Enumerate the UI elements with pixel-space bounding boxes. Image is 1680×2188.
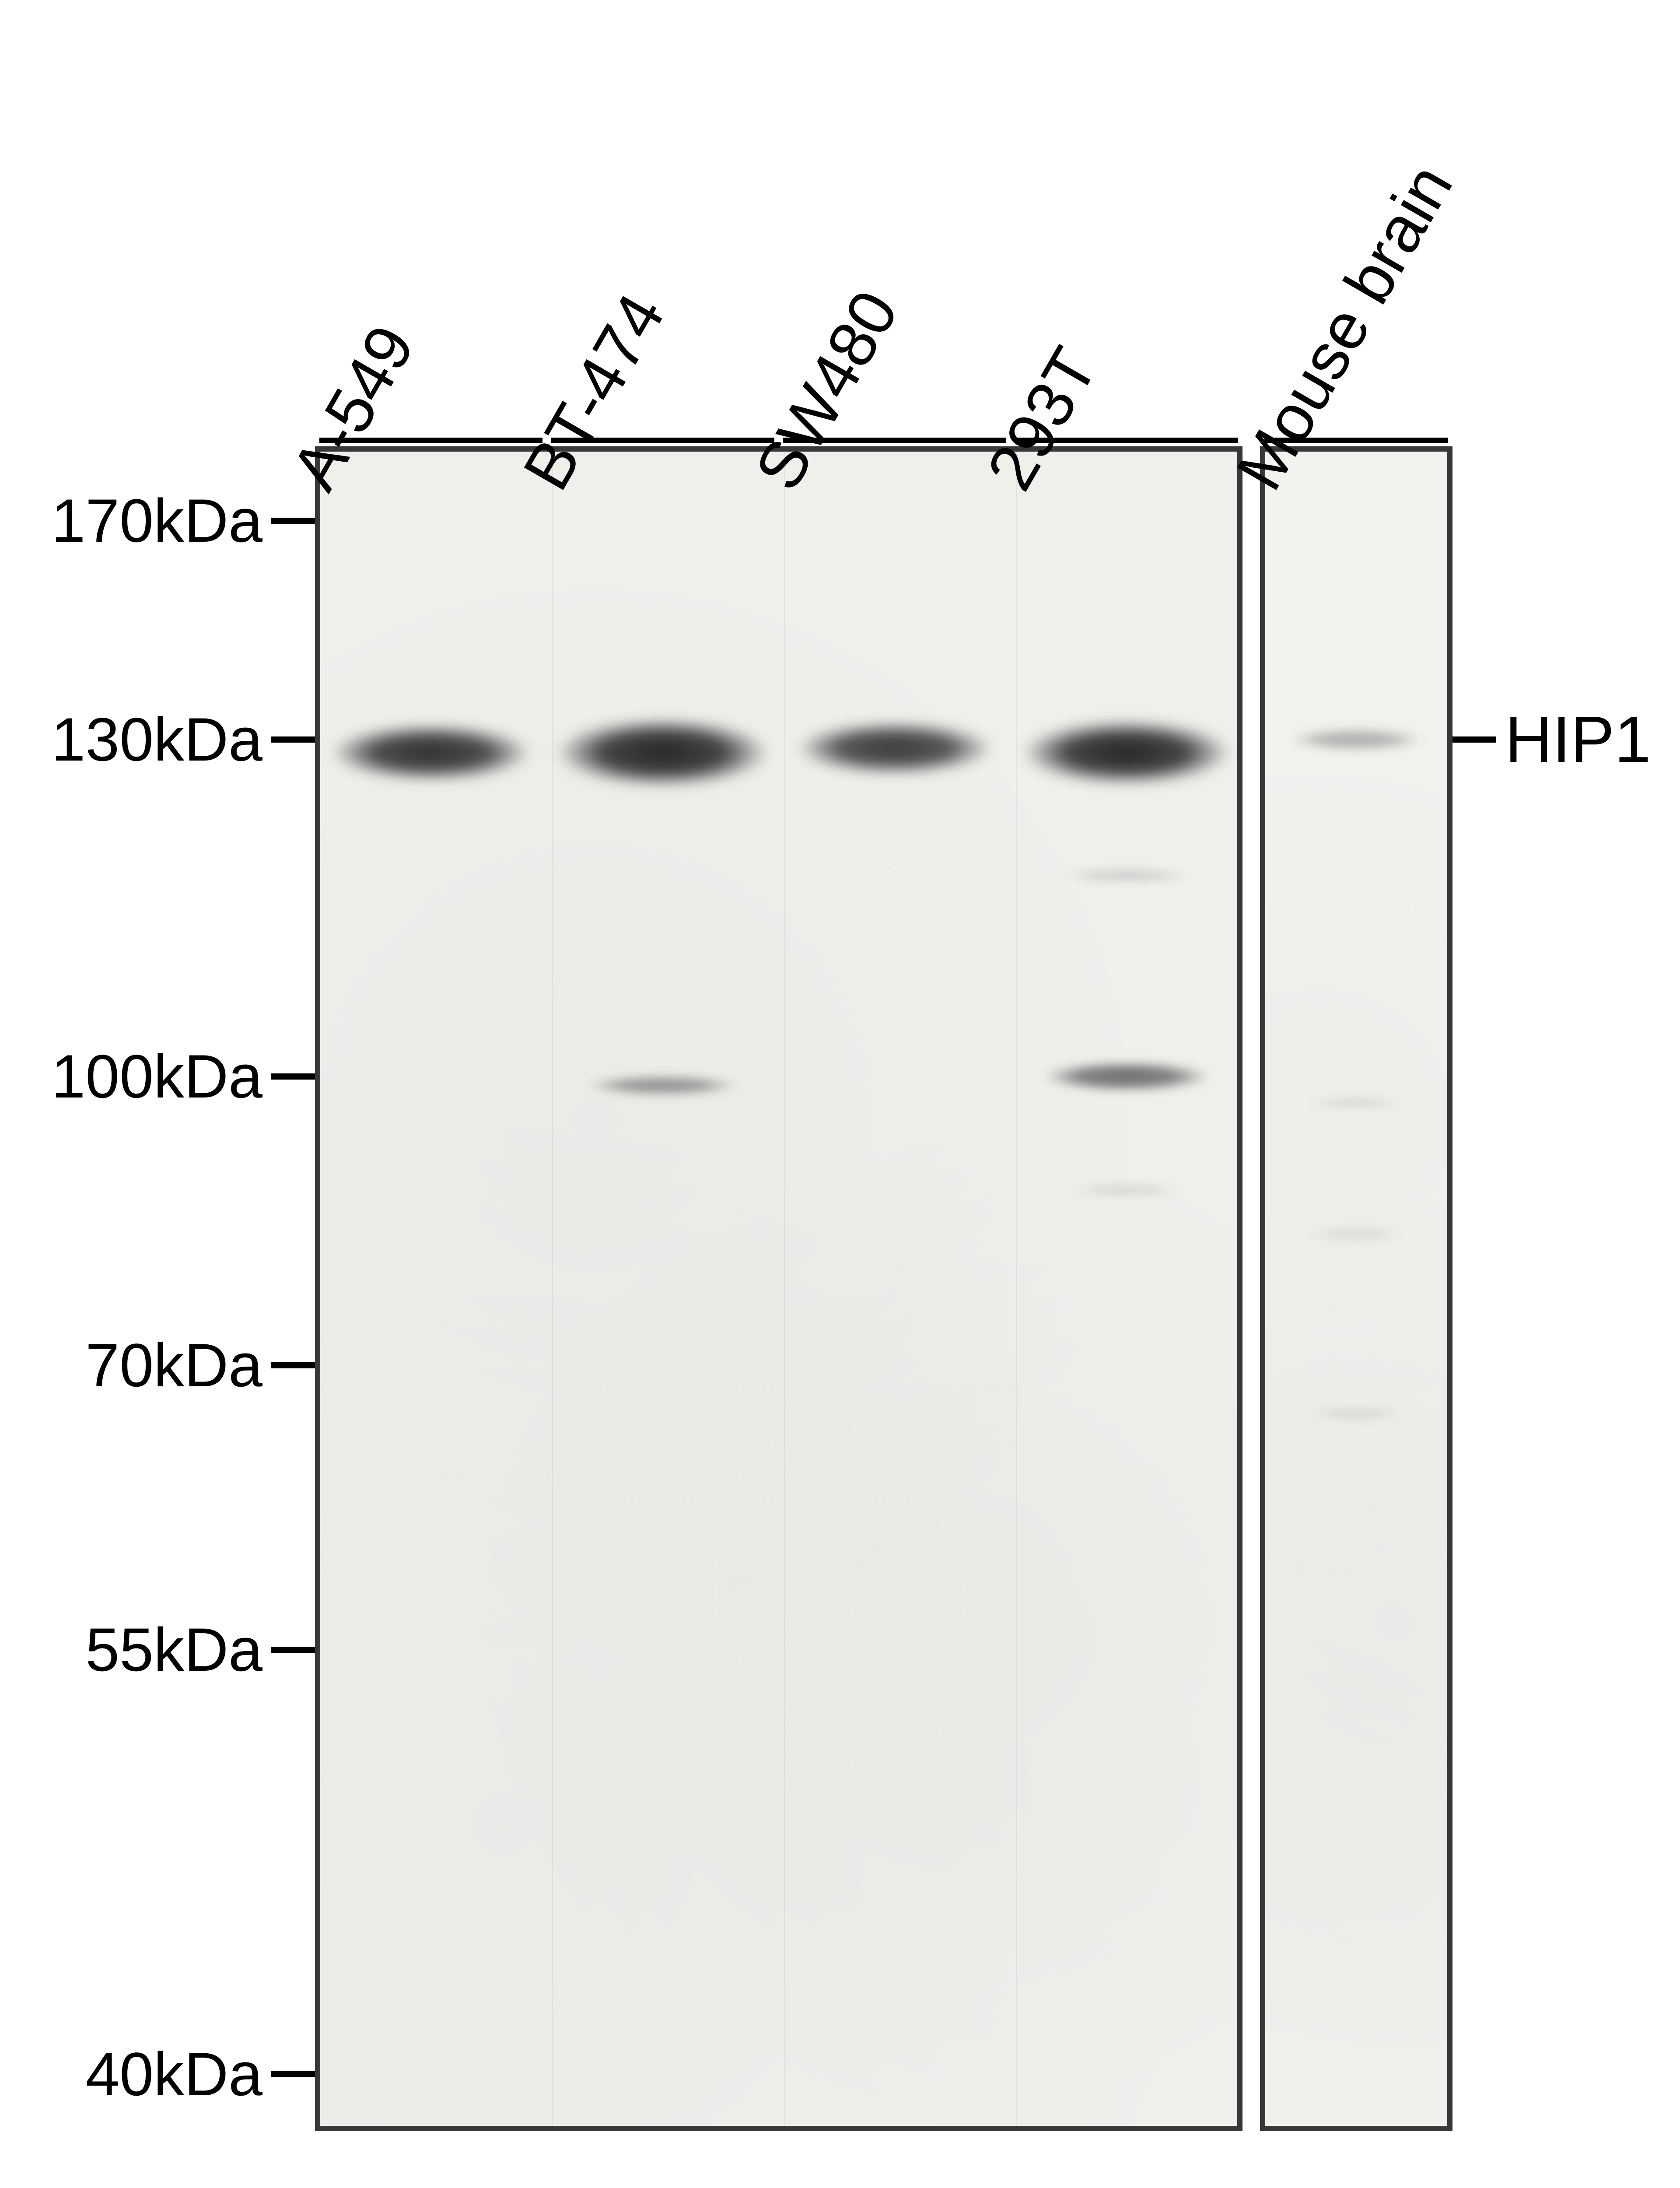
lane-separator [784, 452, 785, 2126]
mw-label: 100kDa [0, 1041, 262, 1112]
mw-tick [271, 2071, 315, 2077]
mw-tick [271, 1073, 315, 1080]
mw-label: 130kDa [0, 704, 262, 775]
mw-tick [271, 736, 315, 743]
gel-texture [1265, 452, 1447, 2126]
western-blot-figure: 170kDa130kDa100kDa70kDa55kDa40kDaA-549BT… [0, 0, 1680, 2188]
mw-label: 70kDa [0, 1330, 262, 1401]
band-annotation-label: HIP1 [1505, 702, 1651, 778]
gel-panel-p2 [1260, 446, 1452, 2131]
mw-tick [271, 1647, 315, 1653]
mw-tick [271, 518, 315, 524]
lane-separator [552, 452, 553, 2126]
mw-tick [271, 1362, 315, 1368]
mw-label: 55kDa [0, 1614, 262, 1685]
gel-panel-p1 [315, 446, 1242, 2131]
lane-separator [1016, 452, 1017, 2126]
band-anno-tick [1452, 736, 1496, 743]
mw-label: 170kDa [0, 485, 262, 556]
mw-label: 40kDa [0, 2039, 262, 2110]
gel-texture [320, 452, 1237, 2126]
